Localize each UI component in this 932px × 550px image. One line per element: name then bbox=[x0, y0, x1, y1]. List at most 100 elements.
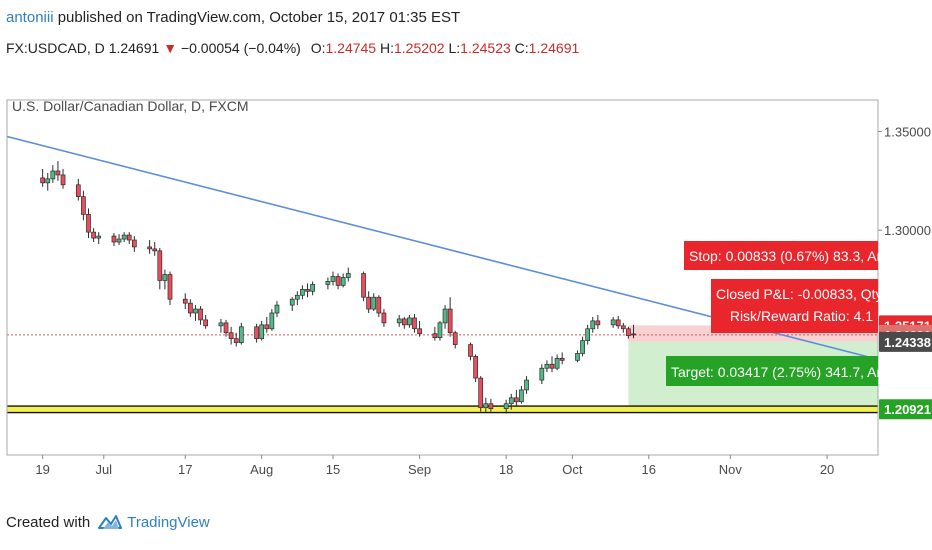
candle-body bbox=[442, 308, 448, 324]
candle-body bbox=[91, 231, 96, 239]
candle-body bbox=[300, 288, 305, 296]
candle-body bbox=[620, 325, 626, 330]
x-tick-label: Nov bbox=[719, 462, 743, 477]
candle-body bbox=[294, 294, 300, 300]
candle-body bbox=[514, 397, 519, 403]
candle-body bbox=[111, 235, 117, 243]
candle-body bbox=[188, 302, 193, 314]
high-value: 1.25202 bbox=[393, 40, 445, 56]
candle-body bbox=[269, 312, 275, 330]
candle-body bbox=[554, 358, 560, 369]
author-link[interactable]: antoniii bbox=[6, 9, 54, 26]
change-down-icon: ▼ bbox=[163, 40, 178, 56]
candle-body bbox=[264, 324, 270, 330]
candle-body bbox=[233, 338, 239, 343]
x-tick-label: 17 bbox=[178, 462, 192, 477]
candle-body bbox=[81, 196, 86, 215]
candle-body bbox=[203, 319, 208, 327]
candle-body bbox=[116, 238, 122, 243]
candle-body bbox=[340, 277, 346, 286]
candle-body bbox=[478, 377, 484, 409]
price-label-target bbox=[879, 399, 932, 420]
candle-body bbox=[575, 353, 580, 361]
symbol-name: FX:USDCAD, D bbox=[6, 40, 105, 56]
candle-body bbox=[96, 235, 102, 239]
candle-body bbox=[335, 276, 341, 286]
candle-body bbox=[396, 318, 402, 324]
candle-body bbox=[157, 250, 163, 281]
candle-body bbox=[223, 322, 229, 334]
candle-body bbox=[305, 288, 310, 292]
x-tick-label: Jul bbox=[95, 462, 112, 477]
candle-body bbox=[40, 177, 46, 184]
x-tick-label: 18 bbox=[499, 462, 513, 477]
candle-body bbox=[585, 328, 591, 341]
candle-body bbox=[376, 296, 382, 314]
candle-body bbox=[468, 344, 473, 357]
candle-body bbox=[417, 328, 422, 335]
candle-body bbox=[50, 170, 56, 180]
open-value: 1.24745 bbox=[325, 40, 377, 56]
candle-body bbox=[407, 317, 412, 326]
candle-body bbox=[289, 298, 295, 306]
support-band bbox=[7, 406, 878, 413]
candle-body bbox=[401, 318, 407, 326]
tradingview-brand[interactable]: TradingView bbox=[127, 513, 210, 531]
candle-body bbox=[371, 296, 377, 310]
y-tick-label: 1.35000 bbox=[884, 125, 931, 140]
close-value: 1.24691 bbox=[528, 40, 580, 56]
low-value: 1.24523 bbox=[460, 40, 511, 56]
high-label: H: bbox=[379, 40, 394, 56]
candle-body bbox=[121, 234, 127, 240]
stop-label-text: Stop: 0.00833 (0.67%) 83.3, Am bbox=[689, 248, 888, 264]
candle-body bbox=[193, 308, 198, 314]
candle-body bbox=[437, 322, 443, 339]
candle-body bbox=[131, 239, 137, 248]
candle-body bbox=[412, 317, 417, 330]
candle-body bbox=[615, 319, 621, 327]
candle-body bbox=[228, 332, 234, 339]
x-tick-label: 20 bbox=[820, 462, 834, 477]
published-line: antoniii published on TradingView.com, O… bbox=[6, 9, 460, 26]
price-chart[interactable]: U.S. Dollar/Canadian Dollar, D, FXCM 19 J… bbox=[0, 95, 932, 495]
candle-body bbox=[198, 308, 203, 321]
candle-body bbox=[539, 367, 545, 381]
candle-body bbox=[381, 312, 387, 324]
candle-body bbox=[162, 274, 168, 281]
price-label-trend bbox=[879, 331, 932, 352]
candle-body bbox=[549, 363, 555, 369]
x-tick-label: Sep bbox=[408, 462, 431, 477]
chart-frame bbox=[6, 99, 879, 456]
candles bbox=[40, 161, 636, 414]
created-with: Created with TradingView bbox=[6, 512, 210, 532]
candle-body bbox=[86, 214, 91, 233]
created-with-text: Created with bbox=[6, 513, 91, 531]
close-label: C: bbox=[514, 40, 529, 56]
price-axis[interactable]: 1.35000 1.30000 bbox=[878, 125, 931, 239]
candle-body bbox=[55, 170, 61, 176]
x-tick-label: Aug bbox=[250, 462, 273, 477]
target-label-text: Target: 0.03417 (2.75%) 341.7, Am bbox=[671, 364, 888, 380]
low-label: L: bbox=[448, 40, 461, 56]
candle-body bbox=[274, 304, 280, 314]
candle-body bbox=[218, 322, 224, 327]
candle-body bbox=[238, 326, 244, 343]
candle-body bbox=[75, 184, 81, 197]
candle-body bbox=[366, 296, 371, 310]
published-text: published on TradingView.com, October 15… bbox=[53, 9, 461, 26]
candle-body bbox=[610, 319, 616, 326]
last-price: 1.24691 bbox=[108, 40, 160, 56]
candle-body bbox=[126, 234, 132, 241]
candle-body bbox=[330, 276, 336, 282]
candle-body bbox=[152, 248, 158, 252]
candle-body bbox=[483, 403, 489, 409]
time-axis[interactable]: 19 Jul 17 Aug 15 Sep 18 Oct 16 Nov 20 bbox=[35, 455, 834, 477]
pnl-label-text: Closed P&L: -0.00833, Qty: bbox=[716, 286, 886, 302]
candle-body bbox=[503, 403, 509, 410]
target-label-box bbox=[666, 356, 878, 386]
candle-body bbox=[559, 358, 565, 361]
candle-body bbox=[432, 333, 438, 339]
candle-body bbox=[167, 274, 173, 300]
x-tick-label: 19 bbox=[35, 462, 49, 477]
